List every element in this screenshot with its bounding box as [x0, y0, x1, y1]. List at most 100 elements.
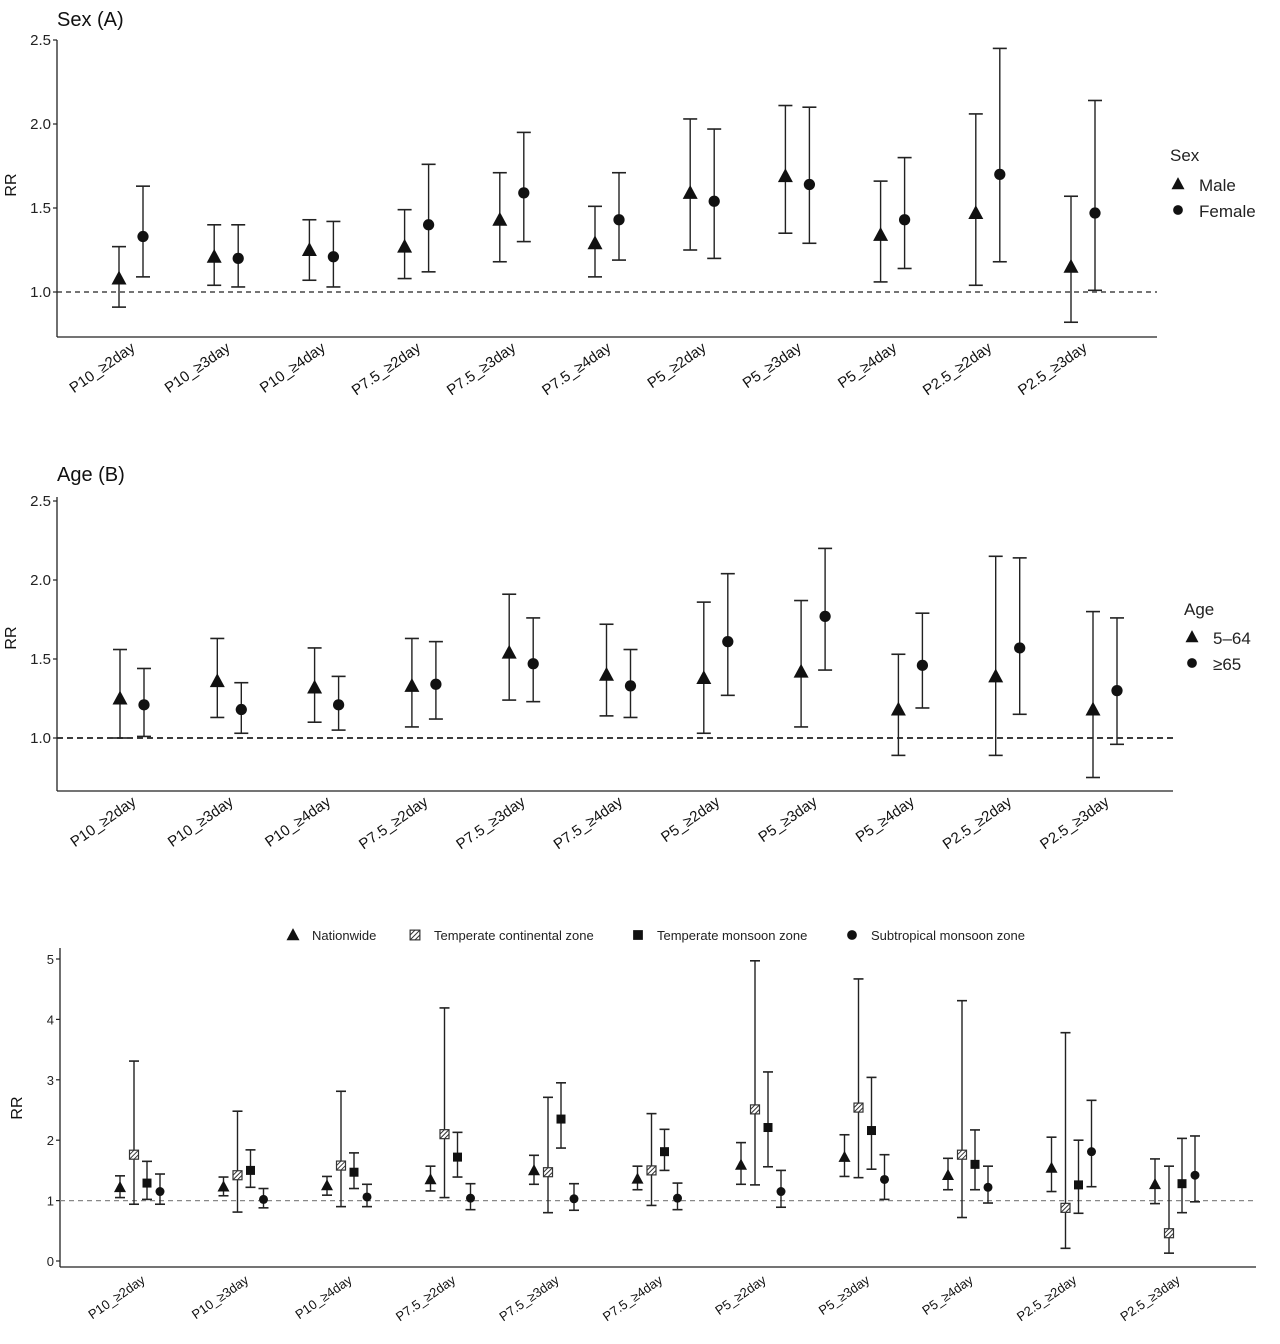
x-tick-label: P10_≥2day — [66, 339, 138, 397]
legend-marker — [847, 930, 857, 940]
point-marker — [1190, 1170, 1200, 1180]
legend-marker — [633, 930, 643, 940]
point-marker — [259, 1194, 268, 1204]
legend-label: 5–64 — [1213, 629, 1251, 648]
point-marker — [1111, 684, 1123, 697]
legend-marker-hatch — [409, 929, 416, 936]
legend: Age 5–64 ≥65 — [1184, 600, 1251, 674]
error-bar — [1012, 557, 1027, 716]
legend-marker-hatch — [409, 929, 421, 941]
error-bar — [232, 1110, 243, 1213]
point-marker — [137, 230, 149, 243]
y-axis-label: RR — [3, 626, 20, 649]
error-bar — [818, 547, 833, 671]
point-marker — [970, 1159, 980, 1169]
point-marker-hatch — [237, 1174, 243, 1181]
error-bar — [970, 1129, 980, 1191]
point-marker — [587, 235, 603, 250]
point-marker — [321, 1179, 333, 1191]
error-bar — [439, 1007, 450, 1199]
point-marker — [327, 251, 340, 263]
point-marker — [397, 238, 413, 253]
x-tick-label: P2.5_≥2day — [940, 793, 1016, 853]
point-marker — [735, 1158, 747, 1170]
x-tick-label: P7.5_≥4day — [551, 793, 627, 853]
point-marker — [838, 1150, 851, 1162]
point-marker — [873, 227, 889, 241]
point-marker — [335, 1160, 347, 1171]
point-marker — [404, 677, 420, 692]
point-marker-hatch — [133, 1154, 139, 1160]
point-marker — [332, 699, 345, 711]
point-marker-hatch — [1060, 1202, 1066, 1209]
x-tick-label: P2.5_≥2day — [920, 339, 996, 399]
x-tick-label: P2.5_≥3day — [1015, 339, 1091, 399]
y-axis-label: RR — [9, 1096, 26, 1119]
point-marker — [1060, 1202, 1071, 1213]
point-marker — [673, 1193, 682, 1203]
point-marker-hatch — [750, 1104, 756, 1110]
panel-sex: Sex (A) RR 1.0 1.5 2.0 2.5 P10_≥2day P10_≥3day P… — [3, 9, 1256, 399]
legend-label: Temperate continental zone — [434, 928, 594, 943]
y-tick-label: 4 — [47, 1012, 54, 1027]
point-marker — [349, 1167, 359, 1177]
point-marker — [1045, 1161, 1058, 1173]
point-marker — [763, 1123, 773, 1133]
point-marker — [968, 205, 984, 220]
error-bar — [968, 113, 983, 287]
error-bar — [707, 128, 722, 260]
point-marker — [776, 1187, 786, 1197]
point-marker — [988, 668, 1004, 683]
point-marker — [1177, 1179, 1187, 1189]
point-marker — [624, 680, 637, 692]
x-tick-label: P5_≥2day — [712, 1272, 769, 1318]
point-marker — [556, 1114, 566, 1124]
point-marker — [307, 679, 323, 694]
series-subtropical-monsoon-zone — [155, 1099, 1200, 1212]
error-bar — [421, 163, 436, 273]
point-marker — [528, 1164, 540, 1176]
point-marker-hatch — [1164, 1228, 1170, 1234]
series-female — [136, 47, 1102, 292]
error-bar — [1086, 610, 1100, 779]
point-marker — [1085, 701, 1101, 716]
legend-label: Female — [1199, 202, 1256, 221]
legend-marker — [1173, 205, 1183, 215]
series-65 — [137, 547, 1124, 746]
legend-label: Male — [1199, 176, 1236, 195]
legend-label: ≥65 — [1213, 655, 1241, 674]
point-marker — [232, 252, 244, 265]
error-bar — [516, 131, 531, 243]
point-marker — [890, 701, 906, 716]
error-bar — [1073, 1139, 1084, 1215]
point-marker-hatch — [853, 1102, 859, 1108]
point-marker-hatch — [543, 1167, 553, 1178]
point-marker-hatch — [444, 1133, 450, 1140]
x-tick-label: P5_≥3day — [755, 793, 820, 846]
legend-marker — [409, 929, 421, 941]
point-marker — [430, 678, 442, 690]
point-marker-hatch — [646, 1165, 657, 1176]
error-bar — [866, 1076, 877, 1170]
point-marker — [867, 1126, 876, 1136]
x-tick-label: P5_≥3day — [816, 1272, 873, 1318]
error-bar — [1110, 617, 1124, 746]
point-marker — [1087, 1147, 1096, 1157]
point-marker-hatch — [439, 1129, 445, 1135]
point-marker — [422, 219, 435, 231]
point-marker — [527, 658, 539, 670]
point-marker — [696, 670, 712, 684]
legend-marker — [1187, 658, 1197, 668]
point-marker-hatch — [957, 1149, 967, 1160]
x-tick-label: P5_≥2day — [644, 339, 709, 392]
x-tick-label: P2.5_≥3day — [1117, 1272, 1183, 1324]
point-marker-hatch — [1164, 1228, 1174, 1239]
point-marker — [646, 1165, 657, 1176]
point-marker — [235, 703, 247, 716]
point-marker — [942, 1168, 954, 1181]
point-marker-hatch — [336, 1160, 342, 1166]
x-tick-label: P5_≥2day — [658, 793, 723, 846]
error-bar — [543, 1096, 553, 1214]
point-marker — [631, 1172, 644, 1184]
